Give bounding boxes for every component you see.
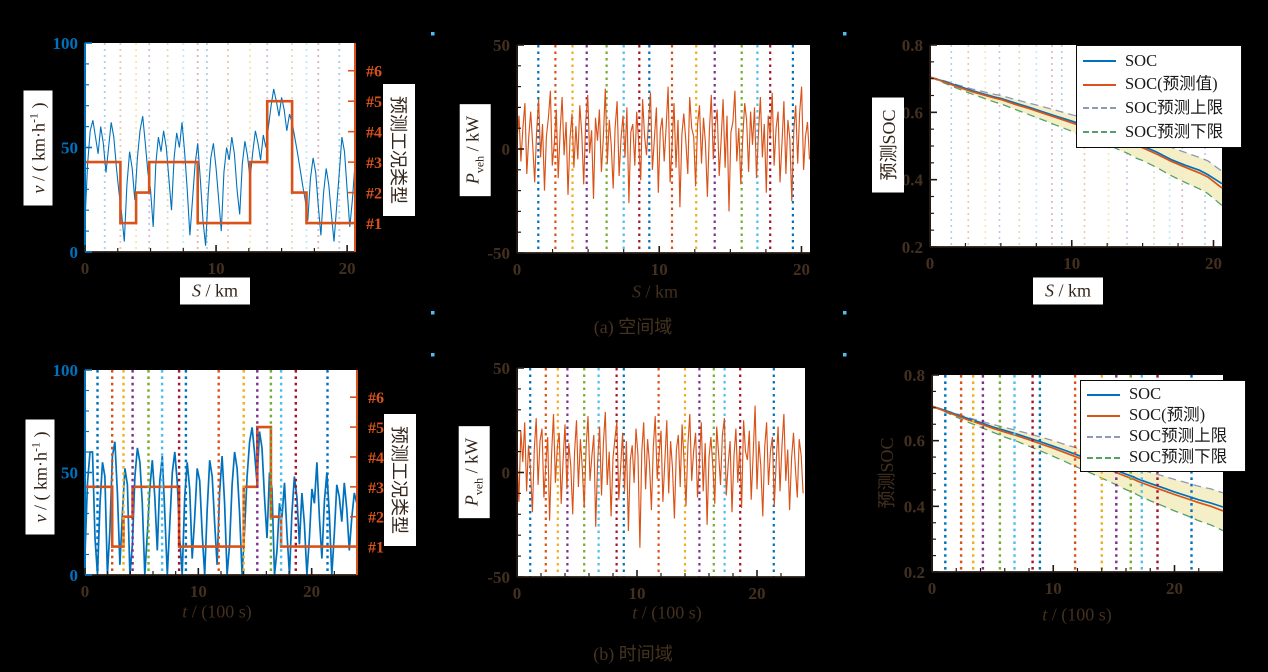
soc-line-sample: [1083, 59, 1116, 62]
svg-text:#3: #3: [366, 155, 382, 172]
svg-text:-50: -50: [487, 568, 510, 587]
svg-text:0: 0: [513, 584, 522, 603]
axis-label-power-time: Pveh / kW: [458, 425, 490, 519]
svg-text:50: 50: [61, 464, 78, 483]
svg-text:0.2: 0.2: [902, 238, 923, 257]
svg-text:20: 20: [303, 582, 320, 601]
svg-text:20: 20: [339, 259, 356, 278]
caption-spatial-domain: (a) 空间域: [593, 317, 673, 337]
svg-text:#6: #6: [368, 390, 384, 407]
axis-label-soc-time: 预测SOC: [877, 437, 897, 509]
svg-text:0.4: 0.4: [902, 171, 924, 190]
legend-item: SOC: [1087, 384, 1237, 405]
svg-text:10: 10: [629, 584, 646, 603]
svg-text:#6: #6: [366, 64, 382, 81]
svg-text:0: 0: [70, 243, 79, 262]
axis-label-time-3: t / (100 s): [1042, 604, 1112, 625]
caption-time-domain: (b) 时间域: [593, 644, 673, 664]
svg-text:20: 20: [1166, 579, 1183, 598]
legend-item: SOC(预测值): [1083, 74, 1233, 95]
svg-text:0: 0: [928, 579, 937, 598]
svg-text:0: 0: [926, 254, 935, 273]
legend-soc-spatial: SOC SOC(预测值) SOC预测上限 SOC预测下限: [1076, 45, 1242, 148]
soc-line-sample: [1087, 393, 1120, 396]
svg-text:0.8: 0.8: [902, 36, 923, 55]
axis-label-distance-1: S / km: [179, 277, 251, 305]
axis-label-velocity-spatial: v / ( km·h-1 ): [23, 90, 53, 206]
svg-text:0.8: 0.8: [904, 366, 925, 385]
axis-label-soc-spatial: 预测SOC: [872, 97, 904, 193]
svg-text:0: 0: [81, 259, 90, 278]
legend-item: SOC: [1083, 51, 1233, 72]
legend-item: SOC预测上限: [1083, 98, 1233, 119]
svg-text:100: 100: [53, 361, 79, 380]
svg-text:#5: #5: [368, 420, 384, 437]
axis-label-distance-2: S / km: [631, 281, 679, 302]
svg-text:50: 50: [493, 36, 510, 55]
axis-label-time-2: t / (100 s): [632, 602, 702, 623]
legend-soc-time: SOC SOC(预测) SOC预测上限 SOC预测下限: [1080, 380, 1246, 472]
svg-text:50: 50: [61, 139, 78, 158]
axis-label-condition-time: 预测工况类型: [384, 414, 416, 546]
svg-text:0.4: 0.4: [904, 497, 926, 516]
svg-text:10: 10: [190, 582, 207, 601]
axis-label-velocity-time: v / ( km·h-1 ): [25, 419, 55, 535]
svg-text:0.2: 0.2: [904, 563, 925, 582]
axis-label-power-spatial: Pveh / kW: [459, 103, 491, 197]
soc-upper-line-sample: [1087, 435, 1120, 438]
svg-text:0: 0: [502, 140, 511, 159]
soc-pred-line-sample: [1087, 414, 1120, 417]
svg-text:0.6: 0.6: [904, 432, 925, 451]
svg-text:20: 20: [793, 260, 810, 279]
svg-text:100: 100: [53, 34, 79, 53]
svg-text:20: 20: [749, 584, 766, 603]
legend-item: SOC预测下限: [1087, 447, 1237, 468]
svg-text:#2: #2: [366, 186, 382, 203]
soc-lower-line-sample: [1087, 456, 1120, 459]
svg-text:#5: #5: [366, 94, 382, 111]
svg-text:10: 10: [1063, 254, 1080, 273]
svg-text:#1: #1: [368, 540, 384, 557]
soc-lower-line-sample: [1083, 131, 1116, 134]
soc-pred-line-sample: [1083, 83, 1116, 86]
svg-text:0: 0: [513, 260, 522, 279]
svg-text:0: 0: [70, 566, 79, 585]
svg-text:#2: #2: [368, 510, 384, 527]
svg-text:#4: #4: [368, 450, 384, 467]
svg-text:50: 50: [493, 359, 510, 378]
svg-text:#3: #3: [368, 480, 384, 497]
axis-label-condition-spatial: 预测工况类型: [383, 84, 415, 216]
svg-text:0: 0: [81, 582, 90, 601]
svg-text:#1: #1: [366, 216, 382, 233]
svg-text:-50: -50: [487, 244, 510, 263]
svg-text:0: 0: [502, 464, 511, 483]
svg-text:0.6: 0.6: [902, 103, 923, 122]
soc-upper-line-sample: [1083, 107, 1116, 110]
svg-text:10: 10: [651, 260, 668, 279]
legend-item: SOC预测上限: [1087, 426, 1237, 447]
legend-item: SOC预测下限: [1083, 122, 1233, 143]
axis-label-distance-3: S / km: [1032, 277, 1104, 305]
svg-text:#4: #4: [366, 125, 382, 142]
legend-item: SOC(预测): [1087, 405, 1237, 426]
axis-label-time-1: t / (100 s): [182, 601, 252, 622]
svg-text:20: 20: [1205, 254, 1222, 273]
svg-text:10: 10: [1045, 579, 1062, 598]
svg-text:10: 10: [208, 259, 225, 278]
